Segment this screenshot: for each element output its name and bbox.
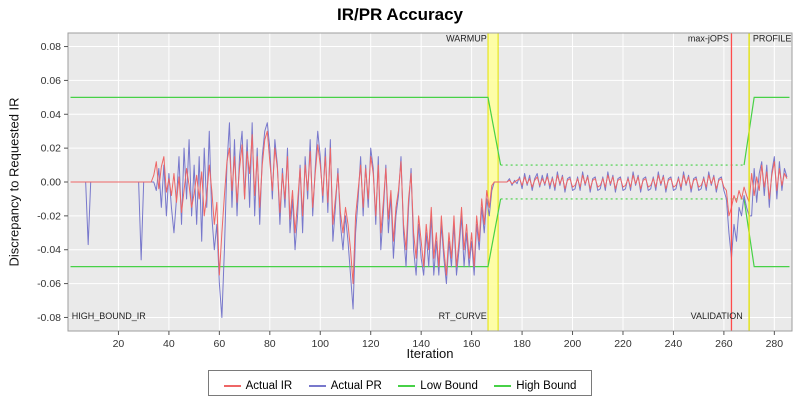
y-tick-label: 0.04 — [41, 109, 62, 121]
legend-swatch-low-bound — [398, 385, 416, 387]
phase-label: VALIDATION — [691, 311, 743, 321]
x-tick-label: 100 — [311, 338, 329, 350]
x-tick-label: 80 — [264, 338, 276, 350]
legend-label-actual-ir: Actual IR — [245, 380, 293, 392]
low-bound-line — [70, 198, 502, 268]
y-tick-label: 0.06 — [41, 75, 62, 87]
legend-swatch-high-bound — [494, 385, 512, 387]
legend: Actual IR Actual PR Low Bound High Bound — [207, 370, 593, 396]
legend-label-low-bound: Low Bound — [420, 380, 478, 392]
x-tick-label: 200 — [564, 338, 582, 350]
x-tick-label: 260 — [715, 338, 733, 350]
y-axis-label: Discrepancy to Requested IR — [6, 97, 22, 267]
x-tick-label: 20 — [113, 338, 125, 350]
y-tick-label: 0.08 — [41, 41, 62, 53]
series-actual-ir — [70, 130, 788, 285]
legend-item-high-bound: High Bound — [494, 380, 576, 392]
legend-label-actual-pr: Actual PR — [330, 380, 382, 392]
x-tick-label: 140 — [412, 338, 430, 350]
legend-swatch-actual-pr — [308, 385, 326, 387]
x-tick-label: 240 — [665, 338, 683, 350]
legend-item-actual-pr: Actual PR — [308, 380, 382, 392]
y-tick-label: 0.00 — [41, 177, 62, 189]
y-tick-label: -0.04 — [37, 244, 61, 256]
y-tick-label: -0.02 — [37, 210, 61, 222]
legend-item-low-bound: Low Bound — [398, 380, 478, 392]
y-tick-label: 0.02 — [41, 143, 62, 155]
phase-label: RT_CURVE — [439, 311, 487, 321]
x-tick-label: 220 — [614, 338, 632, 350]
x-tick-label: 40 — [163, 338, 175, 350]
legend-item-actual-ir: Actual IR — [223, 380, 293, 392]
low-bound-line — [743, 198, 790, 268]
high-bound-line — [70, 96, 502, 166]
phase-label: max-jOPS — [688, 33, 729, 43]
x-tick-label: 160 — [463, 338, 481, 350]
x-tick-label: 60 — [214, 338, 226, 350]
phase-label: WARMUP — [446, 33, 487, 43]
legend-wrap: Actual IR Actual PR Low Bound High Bound — [0, 370, 800, 396]
x-tick-label: 280 — [766, 338, 784, 350]
x-tick-label: 120 — [362, 338, 380, 350]
high-bound-line — [743, 96, 790, 166]
phase-label: HIGH_BOUND_IR — [72, 311, 147, 321]
x-axis-label: Iteration — [406, 346, 454, 361]
legend-swatch-actual-ir — [223, 385, 241, 387]
y-tick-label: -0.06 — [37, 278, 61, 290]
phase-label: PROFILE — [753, 33, 792, 43]
legend-label-high-bound: High Bound — [516, 380, 577, 392]
chart-title: IR/PR Accuracy — [337, 5, 463, 24]
x-tick-label: 180 — [513, 338, 531, 350]
y-tick-label: -0.08 — [37, 312, 61, 324]
